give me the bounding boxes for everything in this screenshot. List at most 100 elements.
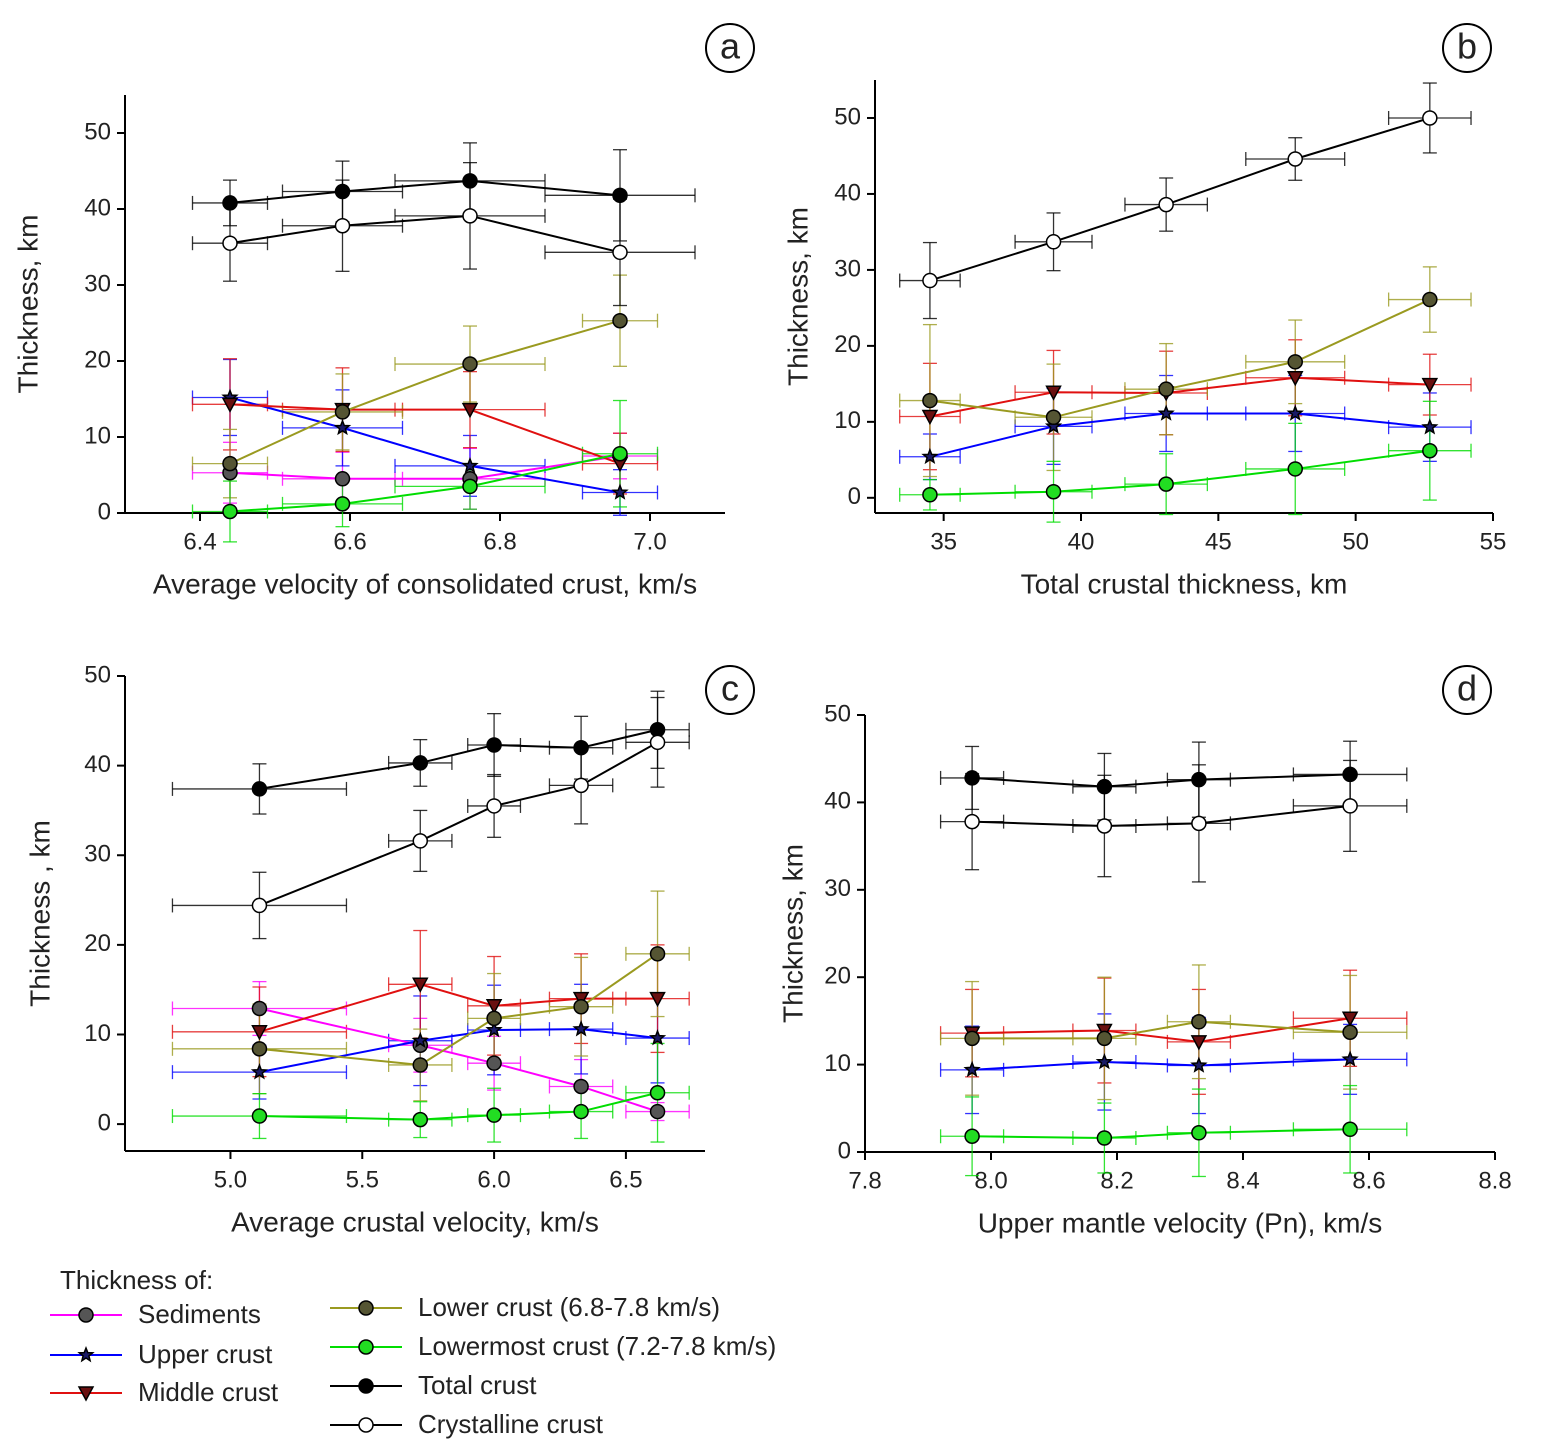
marker (333, 418, 352, 436)
marker (964, 813, 980, 830)
marker (1096, 1130, 1113, 1146)
marker (1157, 404, 1175, 421)
marker (611, 483, 629, 500)
marker (1096, 1030, 1113, 1047)
marker (964, 1128, 980, 1145)
marker (649, 1084, 666, 1101)
legend-label: Middle crust (138, 1377, 279, 1407)
legend-label: Sediments (138, 1299, 261, 1329)
marker (251, 781, 268, 797)
marker (1287, 151, 1303, 167)
marker (222, 503, 238, 520)
marker (485, 999, 503, 1015)
marker (1287, 354, 1303, 370)
marker (461, 456, 479, 474)
y-tick-label: 0 (98, 498, 111, 525)
y-tick-label: 30 (84, 841, 111, 868)
marker (334, 471, 351, 487)
legend-title: Thickness of: (60, 1265, 213, 1295)
series-line (229, 214, 621, 254)
series-line (259, 1028, 658, 1074)
series-line (259, 741, 659, 907)
panel-label: a (720, 26, 741, 67)
panel-badge (705, 23, 755, 73)
x-tick-label: 45 (1205, 528, 1232, 555)
marker (251, 1000, 268, 1017)
marker (648, 1029, 667, 1046)
series-line (229, 452, 621, 513)
x-tick-label: 7.8 (848, 1167, 881, 1194)
y-tick-label: 10 (84, 1020, 111, 1047)
marker (486, 1055, 502, 1071)
x-tick-label: 40 (1068, 528, 1095, 555)
marker (1045, 234, 1062, 250)
y-tick-label: 50 (84, 118, 111, 145)
y-tick-label: 40 (84, 751, 111, 778)
series-line (229, 455, 621, 480)
marker (412, 1057, 429, 1073)
marker (251, 897, 268, 914)
marker (358, 1339, 374, 1355)
marker (1045, 409, 1062, 426)
legend-label: Crystalline crust (418, 1409, 604, 1439)
y-tick-label: 50 (84, 661, 111, 688)
marker (1191, 815, 1207, 832)
x-tick-label: 6.0 (477, 1166, 510, 1193)
series-line (229, 179, 621, 204)
y-tick-label: 0 (838, 1137, 851, 1164)
x-tick-label: 35 (930, 528, 957, 555)
marker (77, 1345, 95, 1363)
marker (1286, 371, 1304, 387)
x-tick-label: 5.0 (214, 1166, 247, 1193)
y-tick-label: 50 (824, 700, 851, 727)
marker (921, 447, 939, 465)
series-line (972, 1128, 1351, 1140)
series-line (929, 412, 1430, 458)
series-line (229, 396, 621, 494)
marker (1341, 1011, 1359, 1027)
marker (334, 183, 351, 200)
marker (1422, 442, 1438, 459)
x-tick-label: 7.0 (633, 528, 666, 555)
marker (486, 737, 502, 753)
panel-label: c (721, 668, 739, 709)
y-tick-label: 40 (84, 194, 111, 221)
legend-label: Upper crust (138, 1339, 273, 1369)
marker (1096, 818, 1113, 834)
marker (1421, 377, 1439, 394)
x-axis-label: Upper mantle velocity (Pn), km/s (978, 1207, 1383, 1238)
series-line (972, 1020, 1351, 1040)
marker (572, 1020, 590, 1037)
panel-label: b (1457, 26, 1477, 67)
marker (358, 1300, 374, 1316)
marker (573, 739, 589, 756)
marker (1191, 1014, 1207, 1030)
marker (612, 187, 628, 204)
y-axis-label: Thickness, km (12, 215, 43, 394)
marker (573, 1103, 589, 1120)
marker (1045, 385, 1062, 401)
marker (964, 1030, 980, 1047)
marker (1422, 291, 1438, 308)
marker (462, 173, 478, 189)
x-tick-label: 8.8 (1478, 1167, 1511, 1194)
marker (1096, 778, 1113, 795)
marker (486, 798, 502, 814)
y-tick-label: 10 (824, 1050, 851, 1077)
marker (922, 392, 938, 409)
marker (1342, 766, 1358, 783)
marker (411, 1031, 429, 1049)
marker (649, 991, 666, 1008)
marker (412, 755, 429, 771)
marker (1422, 110, 1438, 126)
series-line (929, 117, 1431, 282)
marker (1044, 417, 1063, 434)
marker (334, 496, 351, 512)
marker (1158, 196, 1174, 213)
marker (1158, 476, 1174, 492)
marker (922, 272, 938, 289)
marker (612, 445, 628, 462)
marker (77, 1386, 95, 1402)
marker (222, 195, 238, 211)
